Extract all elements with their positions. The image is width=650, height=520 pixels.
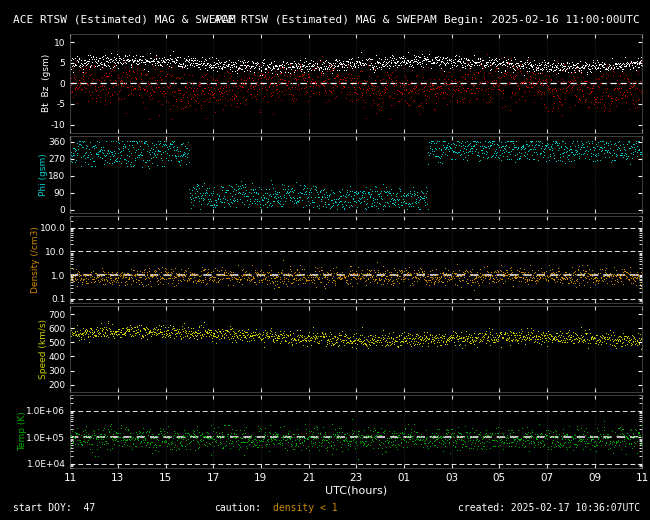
- X-axis label: UTC(hours): UTC(hours): [325, 486, 387, 496]
- Y-axis label: Density (/cm3): Density (/cm3): [31, 226, 40, 293]
- Y-axis label: Bt  Bz  (gsm): Bt Bz (gsm): [42, 54, 51, 112]
- Text: ACE RTSW (Estimated) MAG & SWEPAM: ACE RTSW (Estimated) MAG & SWEPAM: [13, 15, 236, 24]
- Text: density < 1: density < 1: [273, 503, 337, 513]
- Text: caution:: caution:: [214, 503, 261, 513]
- Y-axis label: Phi (gsm): Phi (gsm): [40, 153, 48, 196]
- Text: created: 2025-02-17 10:36:07UTC: created: 2025-02-17 10:36:07UTC: [458, 503, 640, 513]
- Y-axis label: Temp (K): Temp (K): [18, 411, 27, 451]
- Y-axis label: Speed (km/s): Speed (km/s): [40, 319, 48, 379]
- Text: start DOY:  47: start DOY: 47: [13, 503, 96, 513]
- Text: ACE RTSW (Estimated) MAG & SWEPAM: ACE RTSW (Estimated) MAG & SWEPAM: [214, 15, 436, 24]
- Text: Begin: 2025-02-16 11:00:00UTC: Begin: 2025-02-16 11:00:00UTC: [445, 15, 640, 24]
